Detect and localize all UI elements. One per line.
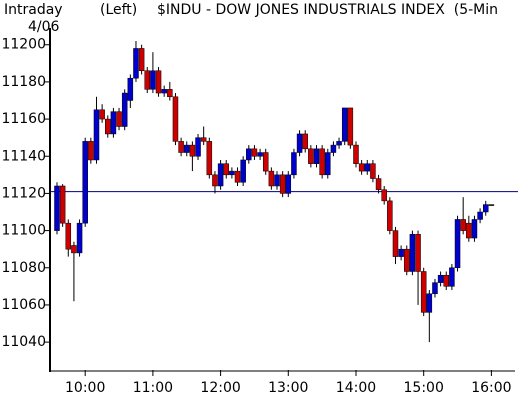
candle-body: [415, 234, 421, 272]
candle-body: [336, 141, 342, 146]
candle-body: [364, 163, 371, 172]
candle-body: [93, 109, 100, 161]
x-tick-label: 15:00: [404, 380, 444, 396]
candle-body: [285, 174, 292, 194]
candle-body: [302, 133, 308, 150]
candle-body: [200, 137, 207, 142]
y-tick-label: 11200: [1, 37, 46, 53]
candle-body: [308, 148, 314, 164]
candle-body: [341, 107, 348, 142]
candle-body: [59, 185, 66, 224]
candle-body: [65, 222, 72, 250]
candle-body: [127, 77, 134, 101]
candle-body: [82, 141, 88, 224]
candle-body: [183, 144, 190, 153]
candle-body: [54, 185, 60, 231]
candle-body: [172, 96, 179, 142]
candle-body: [88, 141, 94, 161]
candle-body: [426, 293, 433, 313]
candle-body: [381, 189, 387, 202]
candle-body: [251, 148, 258, 157]
candle-body: [353, 144, 359, 164]
candle-body: [76, 222, 83, 254]
candle-body: [291, 152, 297, 176]
candle-body: [116, 111, 122, 127]
candle-body: [398, 248, 404, 257]
candle-body: [432, 282, 438, 295]
candle-body: [460, 219, 466, 231]
candle-body: [358, 163, 365, 172]
candle-body: [313, 148, 320, 164]
y-tick-label: 11100: [1, 223, 46, 239]
candle-body: [138, 48, 145, 71]
candle-body: [257, 152, 263, 157]
candle-body: [325, 152, 331, 176]
candle-body: [110, 111, 117, 135]
candle-body: [387, 200, 393, 231]
date-label: 4/06: [28, 19, 60, 35]
candle-body: [105, 118, 111, 135]
chart-title: $INDU - DOW JONES INDUSTRIALS INDEX (5-M…: [157, 2, 498, 18]
x-tick-label: 12:00: [200, 380, 240, 396]
x-tick-label: 16:00: [471, 380, 511, 396]
candle-body: [133, 48, 139, 79]
y-tick-label: 11160: [1, 111, 46, 127]
candle-body: [178, 141, 184, 153]
candle-body: [370, 163, 376, 179]
x-tick-label: 13:00: [268, 380, 308, 396]
y-tick-label: 11140: [1, 148, 46, 164]
candle-body: [268, 170, 275, 187]
candle-body: [212, 174, 218, 187]
candle-body: [155, 70, 162, 94]
candle-body: [279, 174, 286, 194]
candle-body: [217, 163, 224, 187]
candle-body: [347, 107, 354, 146]
candle-body: [409, 234, 416, 272]
candle-body: [482, 204, 489, 213]
y-tick-label: 11060: [1, 297, 46, 313]
candle-body: [195, 137, 201, 157]
candle-body: [71, 245, 77, 254]
candle-body: [488, 204, 495, 206]
candle-body: [449, 267, 455, 287]
y-tick-label: 11120: [1, 185, 46, 201]
candle-body: [150, 70, 156, 90]
candle-body: [274, 174, 280, 187]
candle-body: [296, 133, 303, 153]
candle-body: [471, 219, 478, 239]
candle-body: [392, 230, 399, 257]
candle-body: [319, 148, 325, 176]
candle-body: [229, 170, 235, 176]
candle-body: [466, 222, 472, 239]
candle-body: [437, 274, 444, 283]
candle-body: [144, 70, 151, 90]
candle-body: [167, 89, 173, 98]
candle-body: [246, 148, 252, 161]
candle-body: [189, 144, 196, 157]
candle-body: [477, 211, 483, 220]
candle-body: [206, 141, 213, 176]
candle-body: [240, 159, 246, 183]
candle-body: [443, 274, 450, 287]
candle-body: [121, 92, 128, 127]
chart-label: Intraday: [4, 2, 63, 18]
y-tick-label: 11040: [1, 334, 46, 350]
candle-body: [420, 271, 427, 313]
candle-body: [262, 152, 269, 172]
candle-body: [234, 170, 241, 183]
side-label: (Left): [100, 2, 137, 18]
y-tick-label: 11180: [1, 74, 46, 90]
x-tick-label: 11:00: [133, 380, 173, 396]
candle-body: [330, 144, 337, 153]
candle-body: [161, 89, 167, 94]
candle-body: [223, 163, 229, 176]
x-tick-label: 10:00: [65, 380, 105, 396]
candle-body: [375, 178, 382, 190]
y-tick-label: 11080: [1, 260, 46, 276]
x-tick-label: 14:00: [336, 380, 376, 396]
candle-body: [404, 248, 410, 272]
candle-body: [99, 109, 105, 120]
candle-body: [454, 219, 461, 269]
